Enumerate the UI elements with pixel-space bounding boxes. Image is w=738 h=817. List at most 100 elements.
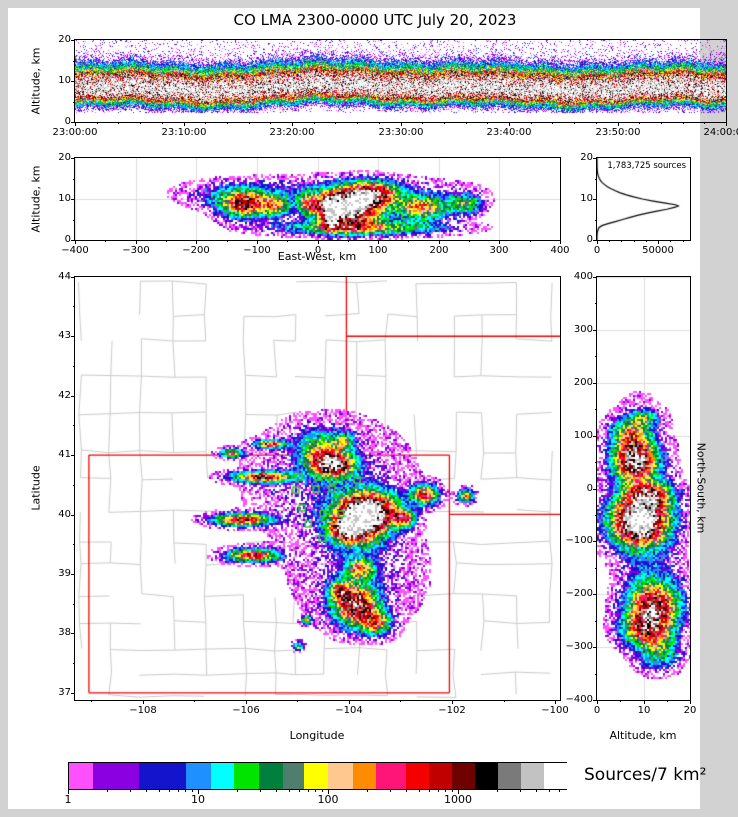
tick xyxy=(71,40,75,41)
tick xyxy=(194,700,195,702)
ew-height-canvas xyxy=(75,158,560,240)
tick xyxy=(536,789,537,792)
colorbar-segment xyxy=(211,763,234,789)
tick xyxy=(184,122,185,126)
tick xyxy=(646,240,647,242)
y-tick-label: 41 xyxy=(58,449,71,460)
map-xlabel: Longitude xyxy=(289,729,345,742)
tick xyxy=(97,122,98,124)
tick xyxy=(683,122,684,124)
y-tick-label: 100 xyxy=(573,430,593,441)
tick xyxy=(595,409,597,410)
x-tick-label: 23:10:00 xyxy=(161,127,207,138)
tick xyxy=(162,122,163,124)
tick xyxy=(196,240,197,244)
tick xyxy=(670,240,671,242)
map-canvas xyxy=(75,277,560,700)
tick xyxy=(704,122,705,124)
y-tick-label: 39 xyxy=(58,568,71,579)
tick xyxy=(595,568,597,569)
tick xyxy=(661,122,662,124)
y-tick-label: 0 xyxy=(586,483,593,494)
ns-ylabel: North-South, km xyxy=(694,442,708,534)
tick xyxy=(574,122,575,124)
tick xyxy=(419,789,420,792)
colorbar-segment xyxy=(475,763,498,789)
tick xyxy=(509,122,510,126)
tick xyxy=(314,122,315,124)
y-tick-label: 43 xyxy=(58,330,71,341)
tick xyxy=(73,544,75,545)
tick xyxy=(143,700,144,704)
tick xyxy=(560,240,561,244)
tick xyxy=(71,515,75,516)
colorbar-tick-label: 1000 xyxy=(444,793,472,806)
y-tick-label: 10 xyxy=(580,193,593,204)
tick xyxy=(595,179,597,180)
x-tick-label: 23:20:00 xyxy=(269,127,315,138)
page-title: CO LMA 2300-0000 UTC July 20, 2023 xyxy=(233,11,517,29)
tick xyxy=(593,436,597,437)
tick xyxy=(597,700,598,704)
colorbar-segment xyxy=(429,763,452,789)
y-tick-label: −400 xyxy=(565,694,593,705)
ns-xlabel: Altitude, km xyxy=(609,729,677,742)
tick xyxy=(531,122,532,124)
colorbar-segment xyxy=(452,763,475,789)
tick xyxy=(75,122,76,126)
colorbar-segment xyxy=(328,763,353,789)
tick xyxy=(618,122,619,126)
tick xyxy=(73,220,75,221)
colorbar-segment xyxy=(376,763,406,789)
x-tick-label: 400 xyxy=(550,245,570,256)
x-tick-label: 300 xyxy=(489,245,509,256)
x-tick-label: 23:30:00 xyxy=(378,127,424,138)
tick xyxy=(73,663,75,664)
tick xyxy=(73,179,75,180)
tick xyxy=(146,789,147,792)
x-tick-label: 20 xyxy=(683,705,697,716)
tick xyxy=(726,122,727,126)
x-tick-label: 0 xyxy=(593,705,601,716)
tick xyxy=(71,693,75,694)
x-tick-label: 24:00:00 xyxy=(703,127,738,138)
ns-height-canvas xyxy=(597,277,690,700)
tick xyxy=(367,789,368,792)
x-tick-label: 0 xyxy=(593,245,601,256)
colorbar-segment xyxy=(521,763,544,789)
tick xyxy=(91,700,92,702)
x-tick-label: −300 xyxy=(122,245,150,256)
tick xyxy=(328,789,329,794)
tick xyxy=(609,240,610,242)
tick xyxy=(667,700,668,702)
tick xyxy=(318,240,319,244)
colorbar-segment xyxy=(234,763,259,789)
tick xyxy=(71,122,75,123)
tick xyxy=(185,789,186,792)
tick xyxy=(276,789,277,792)
x-tick-label: −104 xyxy=(335,705,363,716)
tick xyxy=(237,789,238,792)
tick xyxy=(596,122,597,124)
y-tick-label: −300 xyxy=(565,641,593,652)
tick xyxy=(335,122,336,124)
tick xyxy=(593,199,597,200)
tick xyxy=(73,485,75,486)
tick xyxy=(439,240,440,244)
tick xyxy=(105,240,106,242)
y-tick-label: 10 xyxy=(58,193,71,204)
tick xyxy=(292,122,293,126)
tick xyxy=(452,700,453,704)
tick xyxy=(140,122,141,124)
y-tick-label: 0 xyxy=(64,234,71,245)
x-tick-label: −100 xyxy=(541,705,569,716)
x-tick-label: 23:00:00 xyxy=(52,127,98,138)
tick xyxy=(445,789,446,792)
y-tick-label: 40 xyxy=(58,509,71,520)
tick xyxy=(408,240,409,242)
tick xyxy=(593,700,597,701)
tick xyxy=(621,240,622,242)
tick xyxy=(452,789,453,792)
x-tick-label: 0 xyxy=(314,245,322,256)
